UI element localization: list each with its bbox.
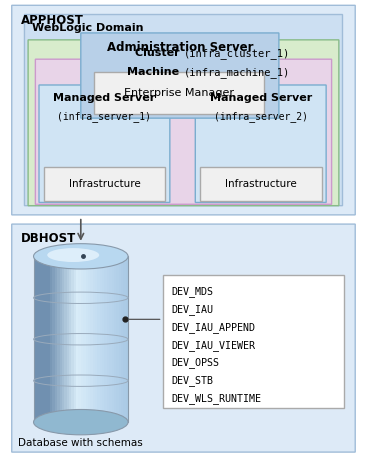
Text: Database with schemas: Database with schemas xyxy=(18,438,143,448)
Bar xyxy=(59,256,62,422)
Bar xyxy=(34,256,128,422)
Text: Managed Server: Managed Server xyxy=(53,93,155,103)
Bar xyxy=(100,256,103,422)
Text: DEV_STB: DEV_STB xyxy=(172,375,214,386)
Bar xyxy=(44,166,165,201)
Text: DEV_IAU_VIEWER: DEV_IAU_VIEWER xyxy=(172,340,255,351)
Bar xyxy=(38,256,41,422)
FancyBboxPatch shape xyxy=(12,5,355,215)
Bar xyxy=(69,256,72,422)
Bar xyxy=(36,256,39,422)
Text: (infra_server_1): (infra_server_1) xyxy=(57,111,151,122)
Bar xyxy=(62,256,65,422)
Text: Managed Server: Managed Server xyxy=(210,93,312,103)
Text: Infrastructure: Infrastructure xyxy=(69,179,141,189)
Bar xyxy=(107,256,110,422)
Bar xyxy=(126,256,128,422)
Bar xyxy=(121,256,124,422)
Text: (infra_server_2): (infra_server_2) xyxy=(214,111,308,122)
Bar xyxy=(109,256,112,422)
Bar xyxy=(45,256,48,422)
Bar xyxy=(102,256,105,422)
Bar xyxy=(123,256,126,422)
Text: DEV_MDS: DEV_MDS xyxy=(172,286,214,297)
Text: DEV_IAU_APPEND: DEV_IAU_APPEND xyxy=(172,322,255,333)
Text: DEV_OPSS: DEV_OPSS xyxy=(172,358,220,368)
Bar xyxy=(95,256,98,422)
Bar xyxy=(34,256,36,422)
Bar xyxy=(64,256,67,422)
Text: DEV_IAU: DEV_IAU xyxy=(172,304,214,315)
Bar xyxy=(81,256,84,422)
FancyBboxPatch shape xyxy=(195,85,326,202)
Ellipse shape xyxy=(34,409,128,435)
Text: (infra_cluster_1): (infra_cluster_1) xyxy=(184,48,290,59)
Bar xyxy=(41,256,43,422)
Bar xyxy=(112,256,114,422)
Text: Cluster: Cluster xyxy=(135,48,184,58)
Text: Infrastructure: Infrastructure xyxy=(225,179,297,189)
Bar xyxy=(93,256,95,422)
Bar xyxy=(53,256,55,422)
Bar xyxy=(78,256,81,422)
Bar xyxy=(90,256,93,422)
Bar xyxy=(48,256,50,422)
Text: WebLogic Domain: WebLogic Domain xyxy=(32,23,143,33)
Text: Machine: Machine xyxy=(127,67,184,78)
Text: APPHOST: APPHOST xyxy=(21,13,84,27)
FancyBboxPatch shape xyxy=(35,59,331,204)
Bar xyxy=(119,256,121,422)
FancyBboxPatch shape xyxy=(81,33,279,118)
Bar xyxy=(114,256,116,422)
Bar xyxy=(57,256,60,422)
Ellipse shape xyxy=(47,248,99,262)
Ellipse shape xyxy=(34,243,128,269)
Text: (infra_machine_1): (infra_machine_1) xyxy=(184,67,290,79)
Text: Enterprise Manager: Enterprise Manager xyxy=(124,88,234,98)
Bar xyxy=(97,256,100,422)
Bar xyxy=(43,256,46,422)
Bar xyxy=(71,256,74,422)
Bar xyxy=(93,72,264,114)
Bar xyxy=(67,256,69,422)
Text: DBHOST: DBHOST xyxy=(21,232,76,245)
Bar xyxy=(85,256,88,422)
Text: Administration Server: Administration Server xyxy=(107,41,253,54)
Bar xyxy=(88,256,91,422)
FancyBboxPatch shape xyxy=(12,224,355,452)
Bar xyxy=(116,256,119,422)
Bar xyxy=(74,256,76,422)
Bar xyxy=(76,256,79,422)
Bar xyxy=(104,256,107,422)
Text: DEV_WLS_RUNTIME: DEV_WLS_RUNTIME xyxy=(172,393,262,404)
Bar xyxy=(55,256,58,422)
FancyBboxPatch shape xyxy=(28,40,339,206)
Bar xyxy=(50,256,53,422)
Bar xyxy=(200,166,322,201)
Bar xyxy=(83,256,86,422)
FancyBboxPatch shape xyxy=(39,85,170,202)
FancyBboxPatch shape xyxy=(24,14,342,206)
Bar xyxy=(162,275,344,408)
